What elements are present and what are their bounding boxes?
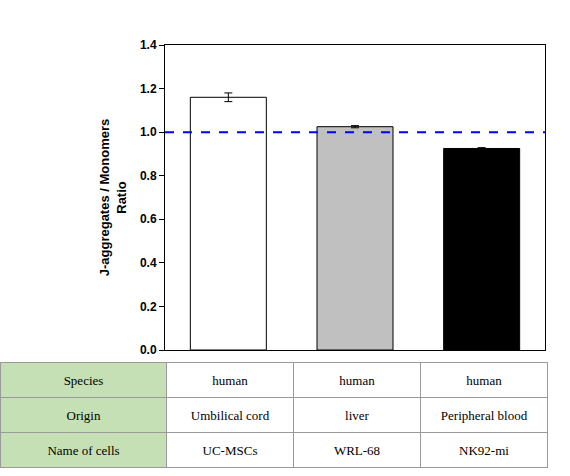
- svg-text:1.2: 1.2: [140, 82, 157, 96]
- svg-text:0.8: 0.8: [140, 169, 157, 183]
- svg-text:0.0: 0.0: [140, 343, 157, 357]
- html-text:human: human: [212, 372, 248, 388]
- html-text:human: human: [466, 372, 502, 388]
- html-text:Name of cells: Name of cells: [47, 442, 120, 458]
- html-text:Species: Species: [63, 372, 104, 388]
- svg-text:J-aggregates / MonomersRatio: J-aggregates / MonomersRatio: [97, 119, 129, 277]
- html-text:human: human: [339, 372, 375, 388]
- html-text:NK92-mi: NK92-mi: [459, 442, 509, 458]
- html-text:WRL-68: WRL-68: [333, 442, 381, 458]
- html-text:liver: liver: [345, 407, 369, 423]
- svg-text:0.6: 0.6: [140, 212, 157, 226]
- html-text:Origin: Origin: [66, 407, 101, 423]
- svg-text:0.4: 0.4: [140, 256, 157, 270]
- svg-text:1.4: 1.4: [140, 38, 157, 52]
- svg-text:1.0: 1.0: [140, 125, 157, 139]
- svg-text:0.2: 0.2: [140, 300, 157, 314]
- html-text:UC-MSCs: UC-MSCs: [202, 442, 258, 458]
- html-text:Umbilical cord: Umbilical cord: [190, 407, 270, 423]
- html-text:Peripheral blood: Peripheral blood: [440, 407, 528, 423]
